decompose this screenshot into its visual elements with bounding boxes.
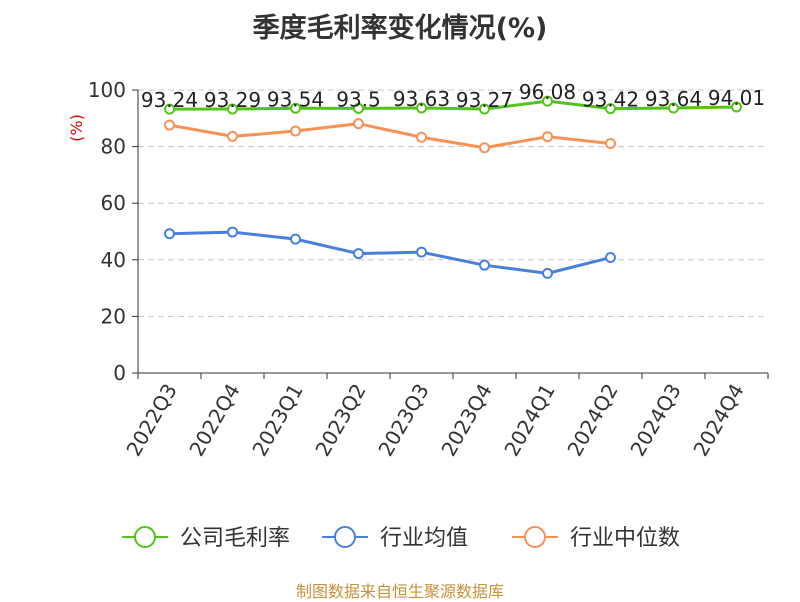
x-tick-label: 2024Q2 <box>562 380 622 461</box>
data-label: 93.42 <box>582 88 639 112</box>
x-tick-label: 2023Q3 <box>373 380 433 461</box>
data-point <box>164 228 175 240</box>
legend-swatch-marker <box>134 526 156 548</box>
data-label: 93.64 <box>645 87 702 111</box>
data-label: 93.24 <box>141 88 198 112</box>
data-point <box>605 252 616 264</box>
data-point <box>605 103 616 115</box>
data-point <box>542 95 553 107</box>
data-point <box>227 226 238 238</box>
x-tick-label: 2024Q4 <box>688 380 748 461</box>
data-point <box>479 103 490 115</box>
y-tick-label: 80 <box>101 135 126 159</box>
data-point <box>605 137 616 149</box>
y-tick-label: 60 <box>101 191 126 215</box>
data-point <box>290 125 301 137</box>
y-tick-label: 20 <box>101 304 126 328</box>
data-point <box>290 233 301 245</box>
legend-swatch-marker <box>334 526 356 548</box>
legend-label: 公司毛利率 <box>180 526 290 551</box>
y-tick-label: 100 <box>88 78 126 102</box>
data-point <box>731 101 742 113</box>
data-point <box>542 131 553 143</box>
x-tick-label: 2024Q1 <box>499 380 559 461</box>
x-tick-label: 2023Q2 <box>310 380 370 461</box>
data-point <box>353 118 364 130</box>
data-point <box>416 246 427 258</box>
series-line-3 <box>169 122 611 150</box>
data-label: 96.08 <box>519 80 576 104</box>
data-point <box>290 102 301 114</box>
y-axis-label: (%) <box>67 114 86 142</box>
x-tick-label: 2022Q3 <box>121 380 181 461</box>
data-label: 94.01 <box>708 86 765 110</box>
y-tick-label: 0 <box>113 361 126 385</box>
legend-label: 行业均值 <box>380 526 468 551</box>
data-point <box>227 130 238 142</box>
data-point <box>668 102 679 114</box>
data-point <box>227 103 238 115</box>
x-tick-label: 2022Q4 <box>184 380 244 461</box>
data-point <box>542 267 553 279</box>
data-point <box>416 131 427 143</box>
x-tick-label: 2024Q3 <box>625 380 685 461</box>
data-label: 93.63 <box>393 87 450 111</box>
x-tick-label: 2023Q1 <box>247 380 307 461</box>
data-point <box>353 102 364 114</box>
series-line-1 <box>169 99 737 111</box>
x-tick-label: 2023Q4 <box>436 380 496 461</box>
y-tick-label: 40 <box>101 248 126 272</box>
data-point <box>164 103 175 115</box>
data-point <box>479 142 490 154</box>
data-point <box>416 102 427 114</box>
data-label: 93.29 <box>204 88 261 112</box>
data-label: 93.54 <box>267 87 324 111</box>
chart-title: 季度毛利率变化情况(%) <box>252 13 548 44</box>
data-label: 93.5 <box>336 87 381 111</box>
data-point <box>164 119 175 131</box>
legend-label: 行业中位数 <box>570 526 680 551</box>
data-point <box>479 259 490 271</box>
data-point <box>353 248 364 260</box>
series-line-2 <box>169 230 611 275</box>
data-label: 93.27 <box>456 88 513 112</box>
data-source-footer: 制图数据来自恒生聚源数据库 <box>295 582 504 601</box>
legend-swatch-marker <box>524 526 546 548</box>
